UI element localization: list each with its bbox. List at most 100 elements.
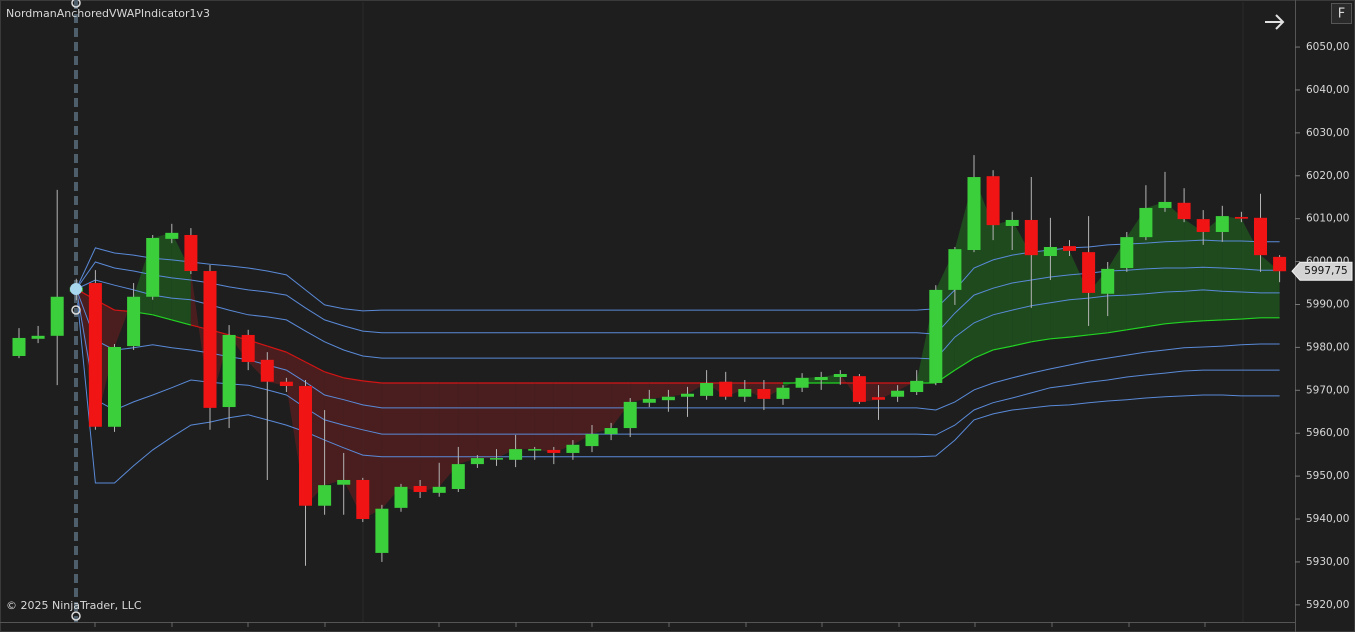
indicator-title: NordmanAnchoredVWAPIndicator1v3 (6, 7, 210, 20)
candle-body (738, 389, 752, 397)
candle-body (490, 458, 503, 460)
candle-body (757, 389, 771, 399)
candle-body (623, 401, 637, 429)
candle-body (1139, 207, 1153, 238)
vwap-segment (973, 349, 994, 359)
candle-body (1215, 216, 1229, 232)
candle-body (1082, 252, 1096, 293)
vwap-segment (267, 345, 287, 353)
cloud-segment (1184, 219, 1204, 323)
candle-body (967, 177, 981, 250)
y-tick-label: 5960,00 (1306, 427, 1349, 439)
candle-body (795, 377, 809, 388)
anchor-handle[interactable] (71, 0, 81, 8)
candle-body (872, 397, 885, 400)
cloud-segment (1031, 247, 1051, 342)
candle-body (1177, 202, 1191, 220)
candle-body (432, 486, 446, 493)
y-tick-label: 5920,00 (1306, 599, 1349, 611)
candle-body (833, 374, 847, 378)
candle-body (891, 390, 905, 397)
candle-body (337, 479, 351, 485)
candle-body (681, 393, 694, 397)
candle-body (260, 359, 274, 382)
bands (75, 239, 1280, 484)
vwap-segment (1126, 326, 1146, 331)
candle-body (318, 485, 332, 506)
cloud-segment (572, 383, 592, 445)
candle-body (700, 383, 714, 396)
cloud-segment (611, 383, 631, 429)
vwap-segment (1069, 334, 1089, 338)
scroll-arrow[interactable] (1265, 14, 1285, 30)
candle-body (547, 449, 561, 453)
candle-body (241, 334, 255, 362)
y-tick-label: 6040,00 (1306, 84, 1349, 96)
candle-body (986, 176, 1000, 226)
candle-body (375, 508, 389, 553)
vwap-segment (1107, 329, 1127, 334)
candle-body (203, 271, 217, 408)
cloud-segment (1203, 216, 1223, 321)
anchor-handle[interactable] (71, 611, 81, 621)
vwap-segment (1050, 336, 1070, 340)
y-tick-label: 6020,00 (1306, 170, 1349, 182)
candle-body (299, 386, 312, 506)
anchor-handle[interactable] (71, 305, 81, 315)
vwap-segment (362, 380, 382, 384)
candle-body (1196, 219, 1210, 232)
candle-body (222, 334, 236, 408)
candle-body (413, 485, 427, 492)
candle-body (108, 346, 121, 427)
button-label[interactable]: F (1338, 7, 1345, 22)
button[interactable] (1331, 3, 1352, 24)
vwap-segment (1184, 320, 1204, 323)
cloud-segment (458, 383, 478, 465)
cloud-segment (668, 383, 688, 397)
cloud-segment (420, 383, 440, 492)
candle-body (165, 232, 179, 239)
vwap-segment (305, 361, 325, 373)
time-ticks (94, 622, 1206, 627)
last-price-label: 5997,75 (1304, 265, 1347, 277)
candle-body (1254, 217, 1267, 256)
cloud-segment (553, 383, 573, 453)
vwap-segment (1012, 341, 1032, 347)
band-line (75, 288, 1280, 411)
candle-body (1158, 201, 1172, 208)
y-tick-label: 5990,00 (1306, 298, 1349, 310)
vwap-segment (171, 319, 192, 326)
cloud-segment (993, 220, 1013, 350)
band-line (75, 288, 1280, 436)
candle-body (1005, 219, 1019, 226)
vwap-segment (1241, 317, 1261, 320)
copyright: © 2025 NinjaTrader, LLC (6, 599, 142, 612)
cloud-segment (1241, 218, 1261, 320)
vwap-segment (343, 377, 363, 382)
candle-body (1063, 246, 1076, 251)
vwap-segment (992, 345, 1013, 351)
candle-body (566, 444, 580, 453)
candle-body (31, 335, 45, 339)
candle-body (356, 479, 370, 520)
y-tick-label: 5950,00 (1306, 470, 1349, 482)
cloud-segment (439, 383, 459, 487)
cloud-segment (496, 383, 516, 459)
candle-body (776, 387, 790, 399)
candle-body (50, 296, 64, 336)
cloud-segment (534, 383, 554, 453)
candle-body (910, 380, 924, 393)
y-tick-label: 6010,00 (1306, 213, 1349, 225)
candle-body (1043, 246, 1057, 257)
band-line (75, 239, 1280, 312)
y-tick-label: 5970,00 (1306, 384, 1349, 396)
vwap-segment (152, 314, 172, 321)
candle-body (1120, 237, 1134, 269)
candle-body (1024, 219, 1038, 256)
cloud-segment (1069, 250, 1089, 338)
anchor-marker[interactable] (70, 283, 82, 295)
cloud-segment (649, 383, 669, 399)
last-price: 5997,75 (1291, 261, 1353, 281)
